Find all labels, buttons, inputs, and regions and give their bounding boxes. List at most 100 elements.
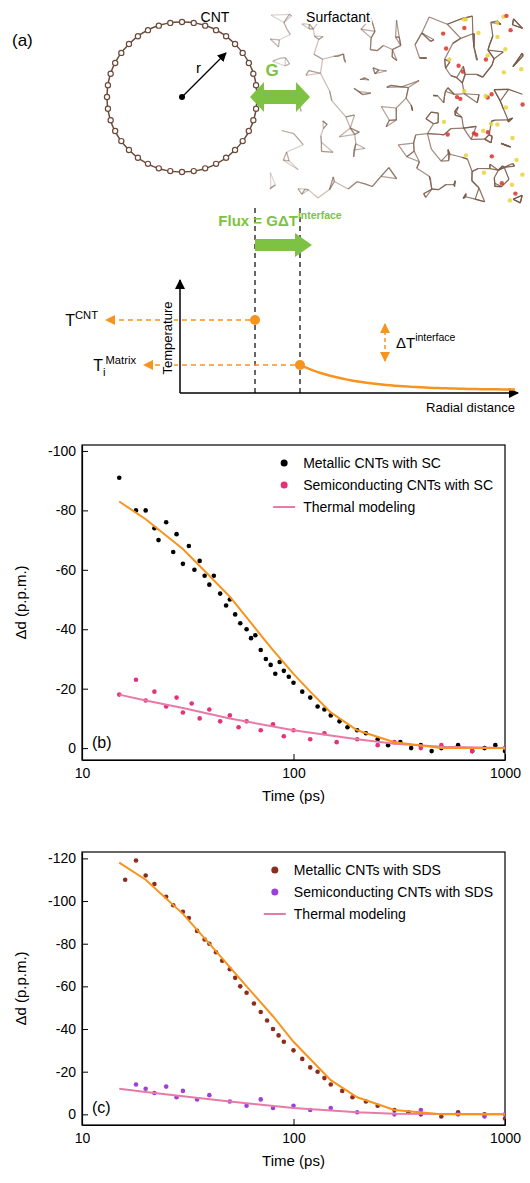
surfactant-bond — [490, 164, 498, 170]
legend-label: Thermal modeling — [294, 906, 406, 922]
surfactant-bond — [438, 113, 439, 123]
surfactant-bond — [314, 36, 323, 37]
surfactant-bond — [287, 152, 290, 161]
surfactant-bond — [415, 33, 422, 45]
tick: 0 — [68, 740, 88, 756]
surfactant-bond — [426, 112, 431, 119]
data-point — [134, 677, 139, 682]
surfactant-bond — [494, 170, 498, 177]
cnt-atom — [108, 71, 113, 76]
surfactant-bond — [271, 15, 284, 22]
surfactant-bond — [485, 139, 491, 143]
surfactant-bond — [477, 95, 479, 103]
data-point — [143, 508, 148, 513]
surfactant-bond — [371, 18, 375, 31]
surfactant-bond — [284, 22, 287, 29]
surfactant-bond — [439, 185, 446, 190]
surfactant-bond — [314, 54, 323, 59]
legend: Metallic CNTs with SDSSemiconducting CNT… — [264, 862, 493, 922]
surfactant-bond — [448, 88, 454, 95]
data-point — [291, 1048, 296, 1053]
surfactant-bond — [427, 134, 431, 150]
surfactant-bond — [427, 133, 438, 135]
surfactant-bond — [396, 108, 397, 120]
cnt-atom — [105, 106, 110, 111]
surfactant-bond — [466, 197, 475, 199]
cnt-atom — [105, 83, 110, 88]
surfactant-bond — [416, 134, 428, 135]
t-matrix-label-sub: i — [103, 366, 106, 378]
tick-mark — [82, 451, 88, 452]
surfactant-bond — [357, 182, 365, 184]
surfactant-atom — [490, 154, 494, 158]
surfactant-bond — [389, 119, 396, 121]
surfactant-bond — [513, 19, 514, 25]
surfactant-bond — [350, 128, 354, 134]
surfactant-bond — [320, 136, 322, 143]
x-axis-line — [83, 760, 506, 761]
surfactant-atom — [519, 67, 523, 71]
surfactant-bond — [294, 134, 303, 145]
surfactant-bond — [320, 136, 322, 143]
surfactant-bond — [355, 132, 360, 134]
surfactant-bond — [488, 45, 489, 50]
surfactant-bond — [302, 190, 309, 194]
tick: -40 — [56, 621, 88, 637]
legend-entry: Semiconducting CNTs with SDS — [271, 884, 493, 900]
cnt-atom — [240, 50, 245, 55]
surfactant-bond — [457, 78, 463, 83]
panel-label: (a) — [12, 31, 33, 50]
surfactant-bond — [314, 39, 319, 54]
surfactant-bond — [417, 162, 420, 169]
surfactant-bond — [495, 119, 508, 120]
surfactant-bond — [445, 43, 453, 59]
legend-entry: Thermal modeling — [264, 906, 406, 922]
surfactant-bond — [489, 164, 490, 168]
surfactant-bond — [377, 46, 383, 51]
surfactant-atom — [472, 131, 476, 135]
surfactant-bond — [446, 184, 454, 185]
surfactant-bond — [504, 167, 509, 179]
surfactant-bond — [454, 93, 464, 95]
cnt-atom — [168, 20, 173, 25]
surfactant-bond — [508, 118, 512, 122]
surfactant-bond — [434, 123, 439, 124]
data-point — [174, 532, 179, 537]
surfactant-bond — [354, 88, 358, 91]
surfactant-bond — [491, 22, 493, 36]
surfactant-bond — [431, 112, 438, 113]
legend-label: Semiconducting CNTs with SDS — [294, 884, 493, 900]
legend-swatch — [271, 867, 278, 874]
surfactant-atom — [500, 181, 504, 185]
data-point — [429, 749, 434, 754]
surfactant-atom — [520, 172, 524, 176]
surfactant-bond — [513, 53, 522, 67]
surfactant-bond — [455, 107, 458, 115]
cnt-atom — [108, 118, 113, 123]
surfactant-atom — [476, 31, 480, 35]
tick-label: -80 — [56, 936, 76, 952]
surfactant-bond — [495, 186, 502, 187]
surfactant-bond — [389, 168, 397, 179]
legend-entry: Semiconducting CNTs with SC — [281, 477, 493, 493]
surfactant-bond — [446, 68, 451, 75]
surfactant-bond — [489, 36, 492, 45]
cnt-atom — [251, 71, 256, 76]
data-point — [258, 648, 263, 653]
surfactant-bond — [420, 57, 427, 58]
surfactant-bond — [443, 96, 445, 102]
surfactant-bond — [387, 85, 391, 87]
surfactant-bond — [498, 167, 504, 170]
surfactant-atom — [489, 92, 493, 96]
x-axis-title: Time (ps) — [262, 1152, 325, 1169]
surfactant-bond — [449, 154, 450, 160]
surfactant-bond — [406, 88, 408, 99]
surfactant-bond — [306, 73, 320, 75]
surfactant-bond — [426, 189, 432, 197]
tick-label: 0 — [68, 1106, 76, 1122]
surfactant-bond — [282, 131, 294, 134]
surfactant-bond — [348, 182, 357, 189]
surfactant-atom — [510, 136, 514, 140]
chart-panel: 101001000-100-80-60-40-200Time (ps)Δd (p… — [12, 443, 521, 804]
tick-mark — [82, 629, 88, 630]
